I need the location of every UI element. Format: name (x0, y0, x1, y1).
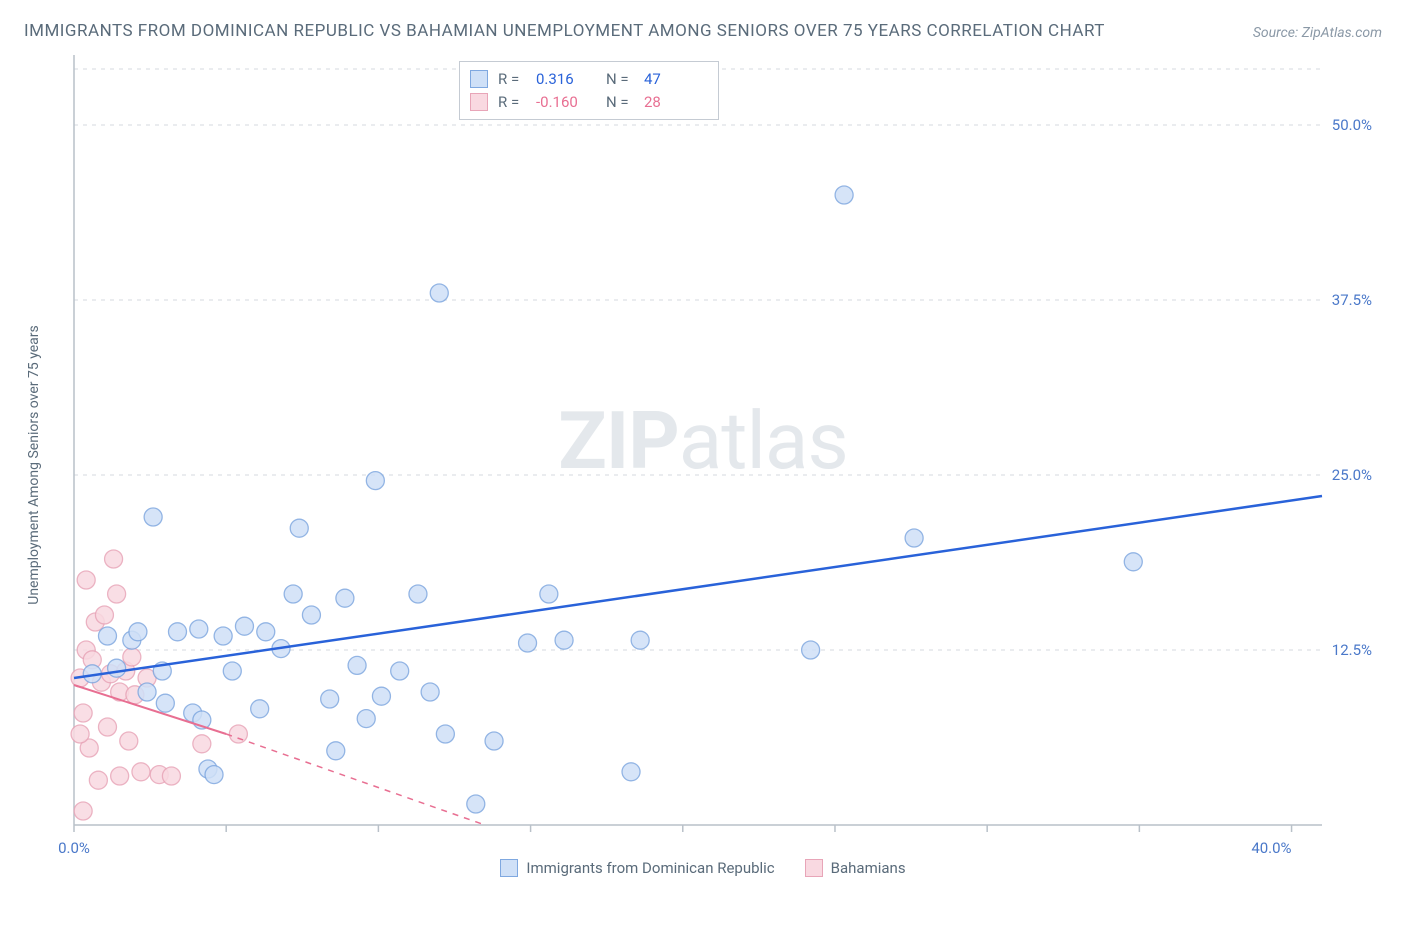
legend-item: Bahamians (805, 859, 906, 877)
svg-text:25.0%: 25.0% (1332, 466, 1372, 484)
r-value: -0.160 (536, 91, 596, 114)
source-label: Source: ZipAtlas.com (1253, 25, 1382, 45)
n-label: N = (606, 68, 634, 91)
legend-label: Immigrants from Dominican Republic (526, 859, 774, 877)
r-label: R = (498, 91, 526, 114)
chart-container: Unemployment Among Seniors over 75 years… (24, 55, 1382, 875)
n-value: 28 (644, 91, 704, 114)
svg-text:37.5%: 37.5% (1332, 291, 1372, 309)
y-axis-label: Unemployment Among Seniors over 75 years (26, 325, 42, 605)
r-value: 0.316 (536, 68, 596, 91)
r-label: R = (498, 68, 526, 91)
legend-item: Immigrants from Dominican Republic (500, 859, 774, 877)
legend-swatch (500, 859, 518, 877)
correlation-legend-row: R = -0.160 N = 28 (470, 91, 704, 114)
chart-title: IMMIGRANTS FROM DOMINICAN REPUBLIC VS BA… (24, 18, 1105, 45)
svg-text:12.5%: 12.5% (1332, 641, 1372, 659)
svg-text:40.0%: 40.0% (1251, 839, 1291, 857)
legend-swatch (805, 859, 823, 877)
n-value: 47 (644, 68, 704, 91)
legend-swatch (470, 93, 488, 111)
correlation-legend: R = 0.316 N = 47 R = -0.160 N = 28 (459, 61, 719, 120)
legend-swatch (470, 70, 488, 88)
n-label: N = (606, 91, 634, 114)
svg-text:50.0%: 50.0% (1332, 116, 1372, 134)
correlation-legend-row: R = 0.316 N = 47 (470, 68, 704, 91)
svg-text:0.0%: 0.0% (58, 839, 90, 857)
legend-label: Bahamians (831, 859, 906, 877)
series-legend: Immigrants from Dominican Republic Baham… (24, 859, 1382, 877)
